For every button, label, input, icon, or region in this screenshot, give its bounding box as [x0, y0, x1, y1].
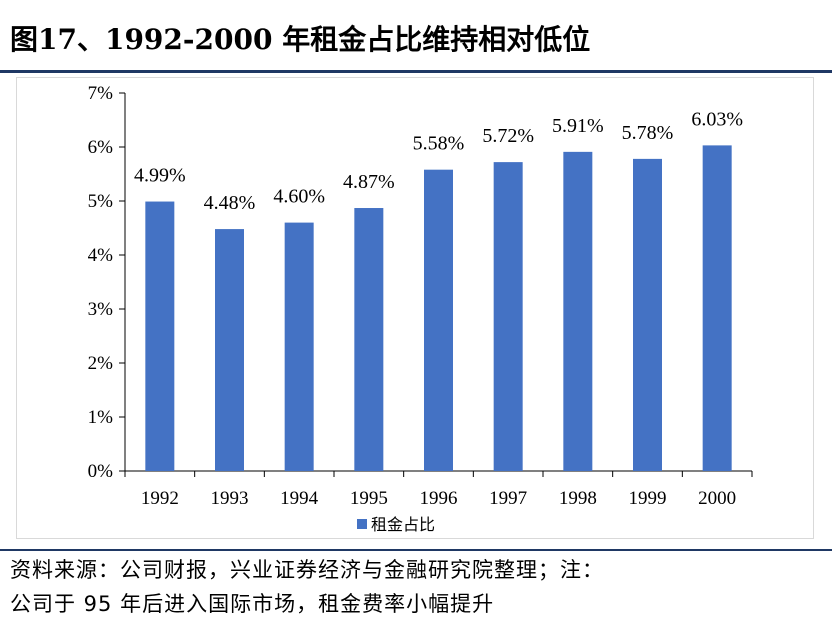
x-tick-label: 1996	[420, 488, 458, 509]
y-tick-label: 3%	[88, 299, 114, 320]
source-line-1: 资料来源：公司财报，兴业证券经济与金融研究院整理；注：	[10, 558, 604, 582]
y-tick-label: 7%	[88, 83, 114, 104]
bar-1998	[563, 151, 593, 472]
x-axis: 1992 1993 1994 1995 1996 1997 1998 1999 2000	[124, 470, 753, 509]
y-axis: 0% 1% 2% 3% 4% 5% 6% 7%	[88, 83, 126, 482]
bar-1996	[424, 169, 453, 471]
title-divider	[0, 70, 832, 73]
y-tick-label: 6%	[88, 137, 114, 158]
x-tick-label: 1999	[629, 488, 667, 509]
data-labels: 4.99% 4.48% 4.60% 4.87% 5.58% 5.72% 5.91% 5.78%…	[134, 108, 743, 214]
x-tick-label: 1998	[559, 488, 597, 509]
y-tick-label: 4%	[88, 245, 114, 266]
x-tick-label: 1995	[350, 488, 388, 509]
x-tick-label: 1993	[211, 488, 249, 509]
bar-1997	[493, 162, 523, 471]
y-tick-label: 1%	[88, 407, 114, 428]
data-label-1994: 4.60%	[273, 186, 325, 208]
legend: 租金占比	[357, 515, 435, 534]
source-note: 资料来源：公司财报，兴业证券经济与金融研究院整理；注： 公司于 95 年后进入国…	[10, 553, 822, 621]
legend-label: 租金占比	[371, 515, 435, 534]
data-label-1999: 5.78%	[622, 122, 674, 144]
legend-swatch	[357, 519, 367, 529]
bar-series	[145, 145, 732, 472]
bar-1995	[354, 208, 384, 471]
source-line-2: 公司于 95 年后进入国际市场，租金费率小幅提升	[10, 592, 495, 616]
chart-frame	[16, 77, 814, 539]
data-label-1993: 4.48%	[204, 192, 256, 214]
y-tick-label: 5%	[88, 191, 114, 212]
x-tick-label: 1994	[280, 488, 319, 509]
bar-1992	[145, 201, 175, 472]
x-tick-label: 1997	[489, 488, 527, 509]
x-tick-label: 2000	[698, 488, 736, 509]
page-title: 图17、1992-2000 年租金占比维持相对低位	[10, 23, 591, 56]
data-label-2000: 6.03%	[691, 108, 743, 130]
data-label-1998: 5.91%	[552, 115, 604, 137]
footer-divider	[0, 549, 832, 551]
bar-1994	[284, 222, 314, 471]
y-tick-label: 2%	[88, 353, 114, 374]
bar-1999	[633, 158, 662, 471]
data-label-1996: 5.58%	[413, 133, 465, 155]
data-label-1997: 5.72%	[482, 125, 534, 147]
data-label-1992: 4.99%	[134, 165, 186, 187]
y-tick-label: 0%	[88, 461, 114, 482]
data-label-1995: 4.87%	[343, 171, 395, 193]
bar-1993	[215, 229, 244, 471]
x-tick-label: 1992	[141, 488, 179, 509]
bar-chart: 0%1%2%3%4%5%6%7% 1992 1993 1994 1995 1996 199…	[88, 83, 753, 534]
bar-2000	[702, 145, 732, 471]
